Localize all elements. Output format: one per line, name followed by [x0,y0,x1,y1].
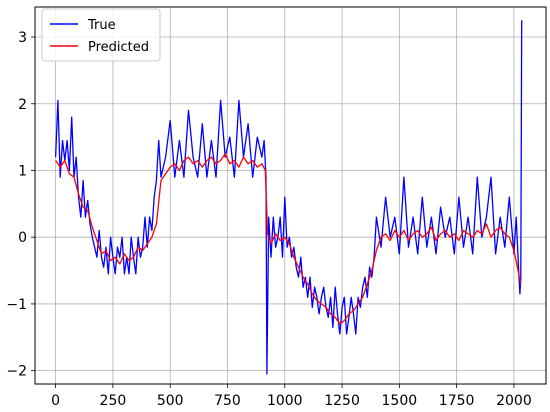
x-tick-label: 250 [100,393,127,409]
x-tick-label: 1250 [324,393,360,409]
series-line-predicted [55,153,522,325]
x-tick-label: 0 [51,393,60,409]
y-tick-label: 3 [18,30,27,46]
series-layer [54,20,523,375]
y-tick-label: 1 [18,163,27,179]
legend-label-true: True [87,18,116,33]
legend-label-predicted: Predicted [88,40,149,55]
y-tick-label: 0 [18,230,27,246]
series-line-true [54,20,523,375]
grid-lines [35,7,546,384]
plot-area-frame [34,6,547,385]
x-tick-label: 1500 [382,393,418,409]
x-tick-label: 750 [214,393,241,409]
x-tick-label: 2000 [496,393,532,409]
x-tick-label: 1750 [439,393,475,409]
y-tick-label: −1 [6,297,27,313]
x-tick-label: 1000 [267,393,303,409]
y-tick-label: −2 [6,364,27,380]
y-tick-label: 2 [18,97,27,113]
legend-box [41,8,161,62]
legend: True Predicted [41,8,161,62]
axis-ticks: 0 250 500 750 1000 1250 1500 1750 2000 −2 −1 0 1 2 3 [6,30,531,409]
x-tick-label: 500 [157,393,184,409]
